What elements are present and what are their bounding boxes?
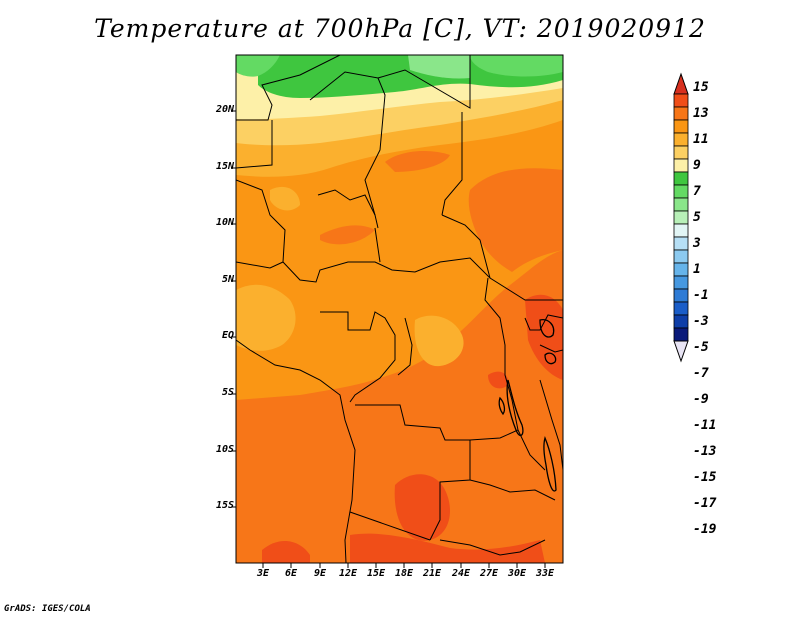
- colorbar-label: 5: [693, 210, 701, 225]
- colorbar-label: 9: [693, 158, 701, 173]
- field-congo-7to9: [414, 315, 464, 367]
- colorbar-label: -17: [693, 496, 717, 511]
- temperature-field: [236, 55, 563, 563]
- field-band-neg1to1-b: [470, 55, 563, 77]
- colorbar-label: -11: [693, 418, 717, 433]
- colorbar-label: -3: [693, 314, 709, 329]
- field-south-coast-13to15: [350, 533, 545, 563]
- lat-tick-label: 10N: [215, 217, 234, 228]
- lon-tick-label: 9E: [313, 568, 327, 579]
- lat-tick-label: 20N: [215, 104, 234, 115]
- colorbar-label: 1: [693, 262, 701, 277]
- colorbar-swatch: [673, 132, 689, 147]
- colorbar-swatch: [673, 119, 689, 134]
- colorbar-swatch: [673, 236, 689, 251]
- lon-tick-label: 3E: [256, 568, 270, 579]
- field-band-neg3tonneg1: [408, 55, 470, 79]
- axis-ticks: [231, 110, 546, 568]
- colorbar-label: 11: [693, 132, 709, 147]
- field-nw-7to9: [270, 186, 300, 211]
- lon-tick-label: 24E: [451, 568, 471, 579]
- lon-tick-label: 18E: [394, 568, 414, 579]
- colorbar-label: -5: [693, 340, 709, 355]
- colorbar-under-arrow: [673, 340, 689, 363]
- colorbar-label: -9: [693, 392, 709, 407]
- colorbar-swatch: [673, 197, 689, 212]
- colorbar-swatch: [673, 327, 689, 342]
- colorbar: [673, 72, 689, 363]
- grads-credit: GrADS: IGES/COLA: [4, 604, 91, 614]
- colorbar-swatch: [673, 301, 689, 316]
- lon-tick-label: 6E: [284, 568, 298, 579]
- lat-tick-label: 5N: [221, 274, 234, 285]
- colorbar-swatch: [673, 93, 689, 108]
- lon-tick-label: 12E: [338, 568, 358, 579]
- colorbar-label: 7: [693, 184, 701, 199]
- lon-tick-label: 21E: [422, 568, 442, 579]
- lon-tick-label: 30E: [507, 568, 527, 579]
- colorbar-over-arrow: [673, 72, 689, 95]
- colorbar-swatch: [673, 106, 689, 121]
- colorbar-swatch: [673, 249, 689, 264]
- lat-tick-label: 15S: [215, 500, 234, 511]
- field-patch-11to13-b: [320, 225, 375, 245]
- colorbar-swatch: [673, 262, 689, 277]
- field-east-11to13: [468, 168, 563, 272]
- field-sw-corner-13to15: [262, 540, 310, 563]
- lat-tick-label: 5S: [221, 387, 234, 398]
- lat-tick-label: 10S: [215, 444, 234, 455]
- political-boundaries: [236, 55, 563, 563]
- colorbar-swatch: [673, 223, 689, 238]
- colorbar-label: -1: [693, 288, 709, 303]
- map-title: Temperature at 700hPa [C], VT: 201902091…: [94, 14, 706, 43]
- colorbar-swatch: [673, 275, 689, 290]
- lon-tick-label: 33E: [535, 568, 555, 579]
- colorbar-swatch: [673, 314, 689, 329]
- colorbar-swatch: [673, 145, 689, 160]
- colorbar-label: -19: [693, 522, 717, 537]
- lon-tick-label: 27E: [479, 568, 499, 579]
- colorbar-label: 15: [693, 80, 709, 95]
- colorbar-swatch: [673, 158, 689, 173]
- colorbar-swatch: [673, 210, 689, 225]
- colorbar-label: -13: [693, 444, 717, 459]
- lat-tick-label: EQ: [221, 330, 234, 341]
- colorbar-swatch: [673, 171, 689, 186]
- colorbar-swatch: [673, 288, 689, 303]
- colorbar-label: -7: [693, 366, 709, 381]
- field-patch-11to13-a: [385, 150, 450, 172]
- field-south-11to13: [236, 250, 563, 563]
- lon-tick-label: 15E: [366, 568, 386, 579]
- lakes: [498, 319, 557, 492]
- colorbar-label: -15: [693, 470, 717, 485]
- plot-frame: [235, 54, 564, 564]
- colorbar-swatch: [673, 184, 689, 199]
- field-band-neg1to1: [236, 55, 280, 77]
- field-coast-7to9: [236, 284, 296, 351]
- colorbar-label: 3: [693, 236, 701, 251]
- field-angola-13to15: [394, 474, 450, 541]
- field-patch-13to15: [488, 371, 509, 389]
- colorbar-label: 13: [693, 106, 709, 121]
- lat-tick-label: 15N: [215, 161, 234, 172]
